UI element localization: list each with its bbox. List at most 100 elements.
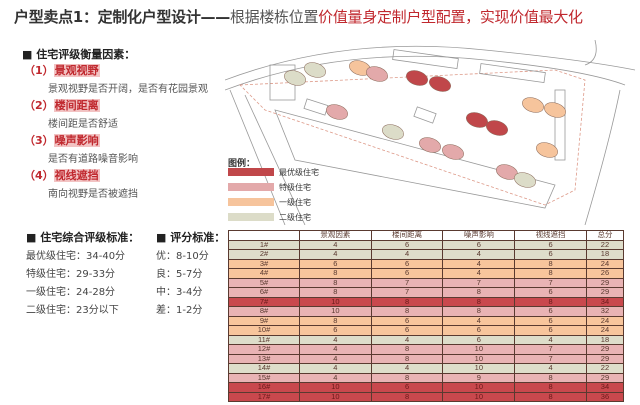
factor-description: 南向视野是否被遮挡 (48, 189, 138, 200)
table-cell: 34 (585, 382, 625, 393)
column-header: 楼间距离 (370, 230, 444, 241)
table-cell: 29 (585, 372, 625, 383)
table-cell: 15# (228, 372, 300, 383)
score-standard-item: 良：5-7分 (156, 269, 203, 280)
table-cell: 8 (514, 258, 587, 269)
table-cell: 2# (228, 249, 300, 260)
score-standard-item: 中：3-4分 (156, 287, 203, 298)
table-cell: 4 (299, 353, 372, 364)
table-cell: 8 (370, 372, 444, 383)
legend-swatch (228, 213, 274, 221)
title-sub: 根据楼栋位置 (229, 8, 319, 26)
legend-swatch (228, 198, 274, 206)
table-cell: 8 (370, 344, 444, 355)
table-cell: 9 (442, 372, 516, 383)
score-standard-item: 差：1-2分 (156, 305, 203, 316)
legend-swatch (228, 183, 274, 191)
table-cell: 26 (585, 268, 625, 279)
factor-description: 是否有道路噪音影响 (48, 154, 138, 165)
table-cell: 8 (442, 296, 516, 307)
table-cell: 4 (442, 249, 516, 260)
building-marker (382, 124, 404, 140)
table-cell: 9# (228, 315, 300, 326)
building-marker (304, 62, 326, 78)
table-cell: 6 (514, 315, 587, 326)
table-cell: 3# (228, 258, 300, 269)
table-cell: 6 (514, 325, 587, 336)
table-row: 12# 4 8 10 7 29 (228, 344, 625, 355)
building-marker (544, 102, 566, 118)
factor-1: （1）景观视野 (24, 62, 100, 78)
table-cell: 7 (442, 277, 516, 288)
table-cell: 10 (299, 391, 372, 402)
factor-number: （4） (24, 169, 54, 182)
table-cell: 10 (299, 382, 372, 393)
table-cell: 7# (228, 296, 300, 307)
building-marker (406, 70, 428, 86)
building-marker (514, 172, 536, 188)
legend-title: 图例： (228, 159, 256, 169)
factor-3: （3）噪声影响 (24, 132, 100, 148)
table-cell: 16# (228, 382, 300, 393)
table-cell: 10 (299, 306, 372, 317)
table-cell: 29 (585, 353, 625, 364)
table-cell: 4 (299, 363, 372, 374)
factor-4: （4）视线遮挡 (24, 167, 100, 183)
table-cell: 6 (442, 325, 516, 336)
grade-standard-item: 二级住宅：23分以下 (26, 305, 119, 316)
table-cell: 6 (370, 258, 444, 269)
building-marker (466, 112, 488, 128)
table-cell: 7 (514, 277, 587, 288)
legend-swatch (228, 168, 274, 176)
table-cell: 29 (585, 277, 625, 288)
table-cell: 8 (514, 296, 587, 307)
table-cell: 8 (442, 287, 516, 298)
table-cell: 7 (370, 277, 444, 288)
table-cell: 10 (442, 391, 516, 402)
column-header: 视线遮挡 (514, 230, 587, 241)
grade-standard-item: 最优级住宅：34-40分 (26, 251, 126, 262)
table-cell: 8 (442, 306, 516, 317)
table-cell: 8 (370, 391, 444, 402)
table-cell: 6 (442, 239, 516, 250)
table-cell: 8 (299, 315, 372, 326)
table-cell: 24 (585, 325, 625, 336)
table-cell: 8 (370, 353, 444, 364)
table-cell: 24 (585, 258, 625, 269)
table-cell: 8 (514, 382, 587, 393)
legend-label: 二级住宅 (279, 213, 311, 222)
scoring-table: 景观因素 楼间距离 噪声影响 视线遮挡 总分 1# 4 6 6 6 22 2# 4 4 4 6 18 3# 6 6 4… (228, 230, 625, 402)
legend-label: 特级住宅 (279, 183, 311, 192)
table-row: 1# 4 6 6 6 22 (228, 239, 625, 250)
table-cell: 8 (299, 287, 372, 298)
table-cell: 4 (299, 239, 372, 250)
table-cell: 4 (299, 344, 372, 355)
table-cell: 4 (370, 363, 444, 374)
column-header: 景观因素 (299, 230, 372, 241)
table-cell: 4 (299, 372, 372, 383)
table-cell: 6 (442, 334, 516, 345)
building-marker (326, 104, 348, 120)
table-cell: 4 (442, 268, 516, 279)
column-header: 噪声影响 (442, 230, 516, 241)
table-cell: 6 (514, 249, 587, 260)
table-row: 2# 4 4 4 6 18 (228, 249, 625, 260)
table-cell: 14# (228, 363, 300, 374)
grade-standard-item: 一级住宅：24-28分 (26, 287, 116, 298)
title-highlight: 价值量身定制户型配置，实现价值最大化 (318, 8, 583, 26)
table-row: 16# 10 6 10 8 34 (228, 382, 625, 393)
table-cell: 10# (228, 325, 300, 336)
table-cell: 4# (228, 268, 300, 279)
table-cell: 6 (514, 239, 587, 250)
page-title: 户型卖点1：定制化户型设计——根据楼栋位置价值量身定制户型配置，实现价值最大化 (14, 6, 583, 27)
table-cell: 6 (370, 315, 444, 326)
table-cell: 6# (228, 287, 300, 298)
table-row: 14# 4 4 10 4 22 (228, 363, 625, 374)
table-cell: 8# (228, 306, 300, 317)
table-row: 13# 4 8 10 7 29 (228, 353, 625, 364)
building-marker (419, 137, 441, 153)
table-cell: 4 (442, 258, 516, 269)
table-cell: 8 (514, 372, 587, 383)
table-row: 11# 4 4 6 4 18 (228, 334, 625, 345)
